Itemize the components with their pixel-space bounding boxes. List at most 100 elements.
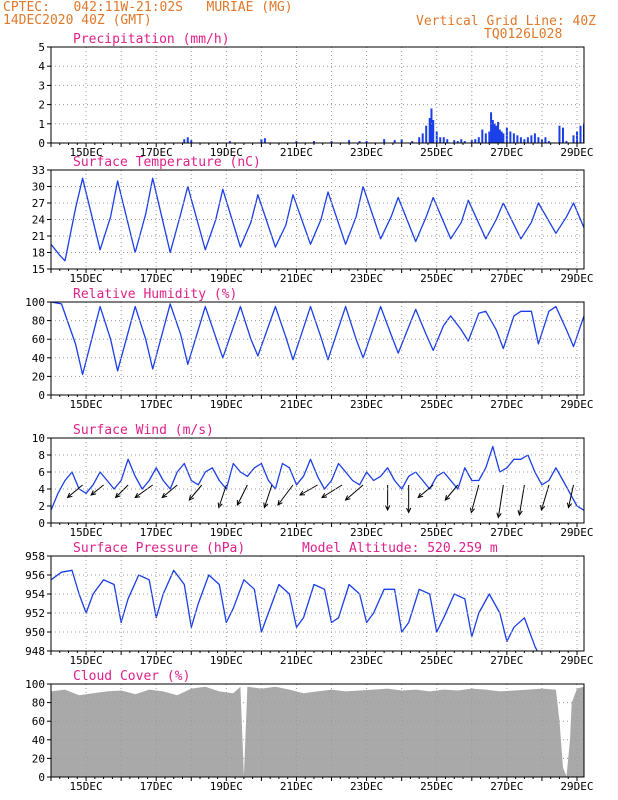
precip-bar	[411, 141, 414, 143]
y-tick-label: 4	[38, 483, 45, 496]
y-tick-label: 8	[38, 449, 45, 462]
precip-bar	[190, 140, 193, 143]
precip-bar	[470, 140, 473, 143]
temp-frame	[50, 169, 585, 270]
precip-grid	[51, 47, 584, 143]
wind-arrow-head	[236, 500, 242, 507]
x-tick-label: 25DEC	[420, 780, 453, 793]
precip-bar	[500, 131, 503, 143]
wind-arrow-shaft	[321, 484, 343, 498]
humidity-grid	[51, 302, 584, 395]
precip-bar	[481, 129, 484, 143]
y-tick-label: 2	[38, 99, 45, 112]
precip-bar	[183, 139, 186, 143]
precip-bar	[400, 139, 403, 143]
y-tick-label: 18	[32, 247, 45, 260]
pressure-grid	[51, 556, 584, 651]
y-tick-label: 1	[38, 118, 45, 131]
x-tick-label: 15DEC	[70, 526, 103, 539]
y-tick-label: 0	[38, 517, 45, 530]
wind-arrow-shaft	[236, 484, 248, 506]
x-tick-label: 17DEC	[140, 398, 173, 411]
precip-bar	[463, 141, 466, 143]
x-tick-label: 17DEC	[140, 146, 173, 159]
wind-arrow-head	[540, 505, 546, 512]
x-tick-label: 17DEC	[140, 780, 173, 793]
wind-title: Surface Wind (m/s)	[73, 423, 214, 438]
wind-arrow-shaft	[518, 484, 525, 516]
panel-wind: 0 2 4 6 8 10 15DEC 17DEC 19DEC 21DEC 23DEC 25DEC 27D…	[32, 423, 594, 539]
x-tick-label: 21DEC	[280, 526, 313, 539]
precip-bar	[428, 118, 431, 143]
wind-arrow-shaft	[470, 484, 480, 513]
precip-bar	[495, 125, 498, 143]
precip-bar	[547, 141, 550, 143]
y-tick-label: 20	[32, 370, 45, 383]
grid-line-info: Vertical Grid Line: 40Z	[416, 14, 597, 29]
panel-humidity: 0 20 40 60 80 100 15DEC 17DEC 19DEC 21DEC 23DEC 25D…	[25, 287, 593, 411]
precip-bar	[509, 131, 512, 143]
wind-arrow-head	[469, 507, 475, 514]
x-tick-label: 25DEC	[420, 654, 453, 667]
x-tick-label: 21DEC	[280, 398, 313, 411]
y-tick-label: 6	[38, 466, 45, 479]
precip-bar	[579, 125, 582, 143]
precip-bar	[537, 137, 540, 143]
precip-bar	[312, 141, 315, 143]
x-tick-label: 19DEC	[210, 398, 243, 411]
wind-arrow-head	[344, 495, 351, 501]
precip-bar	[523, 139, 526, 143]
x-tick-label: 27DEC	[490, 146, 523, 159]
precip-bar	[456, 141, 459, 143]
y-tick-label: 0	[38, 771, 45, 784]
wind-arrow-shaft	[263, 484, 273, 508]
x-tick-label: 29DEC	[560, 654, 593, 667]
precip-bar	[348, 140, 351, 143]
precip-bar	[565, 141, 568, 143]
x-tick-label: 19DEC	[210, 654, 243, 667]
precip-bar	[530, 135, 533, 143]
y-tick-label: 21	[32, 230, 45, 243]
wind-arrow-shaft	[417, 484, 434, 498]
precip-bar	[477, 137, 480, 143]
x-tick-label: 23DEC	[350, 526, 383, 539]
wind-arrow-head	[263, 502, 269, 509]
precip-bar	[421, 133, 424, 143]
wind-arrow-head	[161, 492, 168, 499]
wind-arrow-head	[114, 492, 121, 499]
wind-arrow-shaft	[134, 484, 153, 498]
y-tick-label: 948	[25, 645, 45, 658]
y-tick-label: 0	[38, 389, 45, 402]
x-tick-label: 19DEC	[210, 146, 243, 159]
y-tick-label: 100	[25, 678, 45, 691]
y-tick-label: 956	[25, 569, 45, 582]
x-tick-label: 21DEC	[280, 654, 313, 667]
y-tick-label: 15	[32, 263, 45, 276]
x-tick-label: 29DEC	[560, 272, 593, 285]
header: CPTEC: 042:11W-21:02S MURIAE (MG) 14DEC2…	[0, 0, 618, 46]
y-tick-label: 4	[38, 60, 45, 73]
x-tick-label: 15DEC	[70, 780, 103, 793]
precip-bar	[365, 141, 368, 143]
humidity-title: Relative Humidity (%)	[73, 287, 237, 302]
y-tick-label: 80	[32, 697, 45, 710]
wind-frame	[50, 437, 585, 524]
wind-arrow-shaft	[115, 484, 129, 498]
precip-bar	[460, 139, 463, 143]
x-tick-label: 15DEC	[70, 398, 103, 411]
precip-bar	[330, 141, 333, 143]
precip-bar	[425, 125, 428, 143]
precip-frame	[50, 46, 585, 144]
x-tick-label: 21DEC	[280, 146, 313, 159]
precip-bar	[358, 141, 361, 143]
x-tick-label: 25DEC	[420, 272, 453, 285]
wind-arrow-head	[277, 500, 283, 506]
wind-arrow-shaft	[345, 484, 364, 501]
precip-bar	[442, 137, 445, 143]
x-tick-label: 15DEC	[70, 654, 103, 667]
precip-bar	[186, 137, 189, 143]
precip-bar	[519, 137, 522, 143]
precip-bar	[453, 140, 456, 143]
x-tick-label: 23DEC	[350, 146, 383, 159]
